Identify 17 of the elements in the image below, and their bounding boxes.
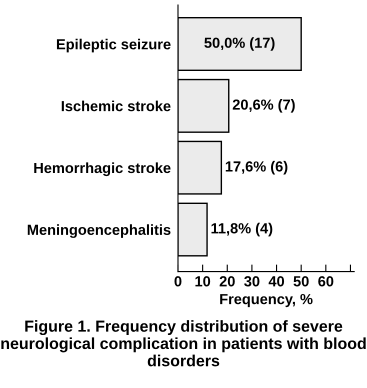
y-tick-label: Meningoencephalitis (28, 224, 170, 238)
y-tick-label: Epileptic seizure (56, 38, 171, 52)
caption: Figure 1. Frequency distribution of severe neurological complication in patients with blood disorders (1, 320, 366, 366)
data-label: 11,8% (4) (212, 222, 272, 236)
x-tick-label: 30 (244, 276, 260, 286)
x-tick-label: 50 (294, 276, 309, 286)
x-tick-label: 0 (174, 276, 182, 286)
y-tick-label: Hemorrhagic stroke (34, 162, 171, 176)
data-label: 50,0% (17) (204, 37, 275, 51)
data-label: 17,6% (6) (226, 160, 288, 174)
y-tick-label: Ischemic stroke (62, 100, 171, 112)
x-tick-label: 40 (268, 276, 284, 286)
data-label: 20,6% (7) (232, 99, 295, 113)
x-tick-label: 20 (220, 276, 235, 286)
x-axis-title: Frequency, % (220, 294, 313, 308)
x-tick-label: 60 (318, 276, 334, 286)
x-tick-label: 10 (195, 276, 210, 286)
